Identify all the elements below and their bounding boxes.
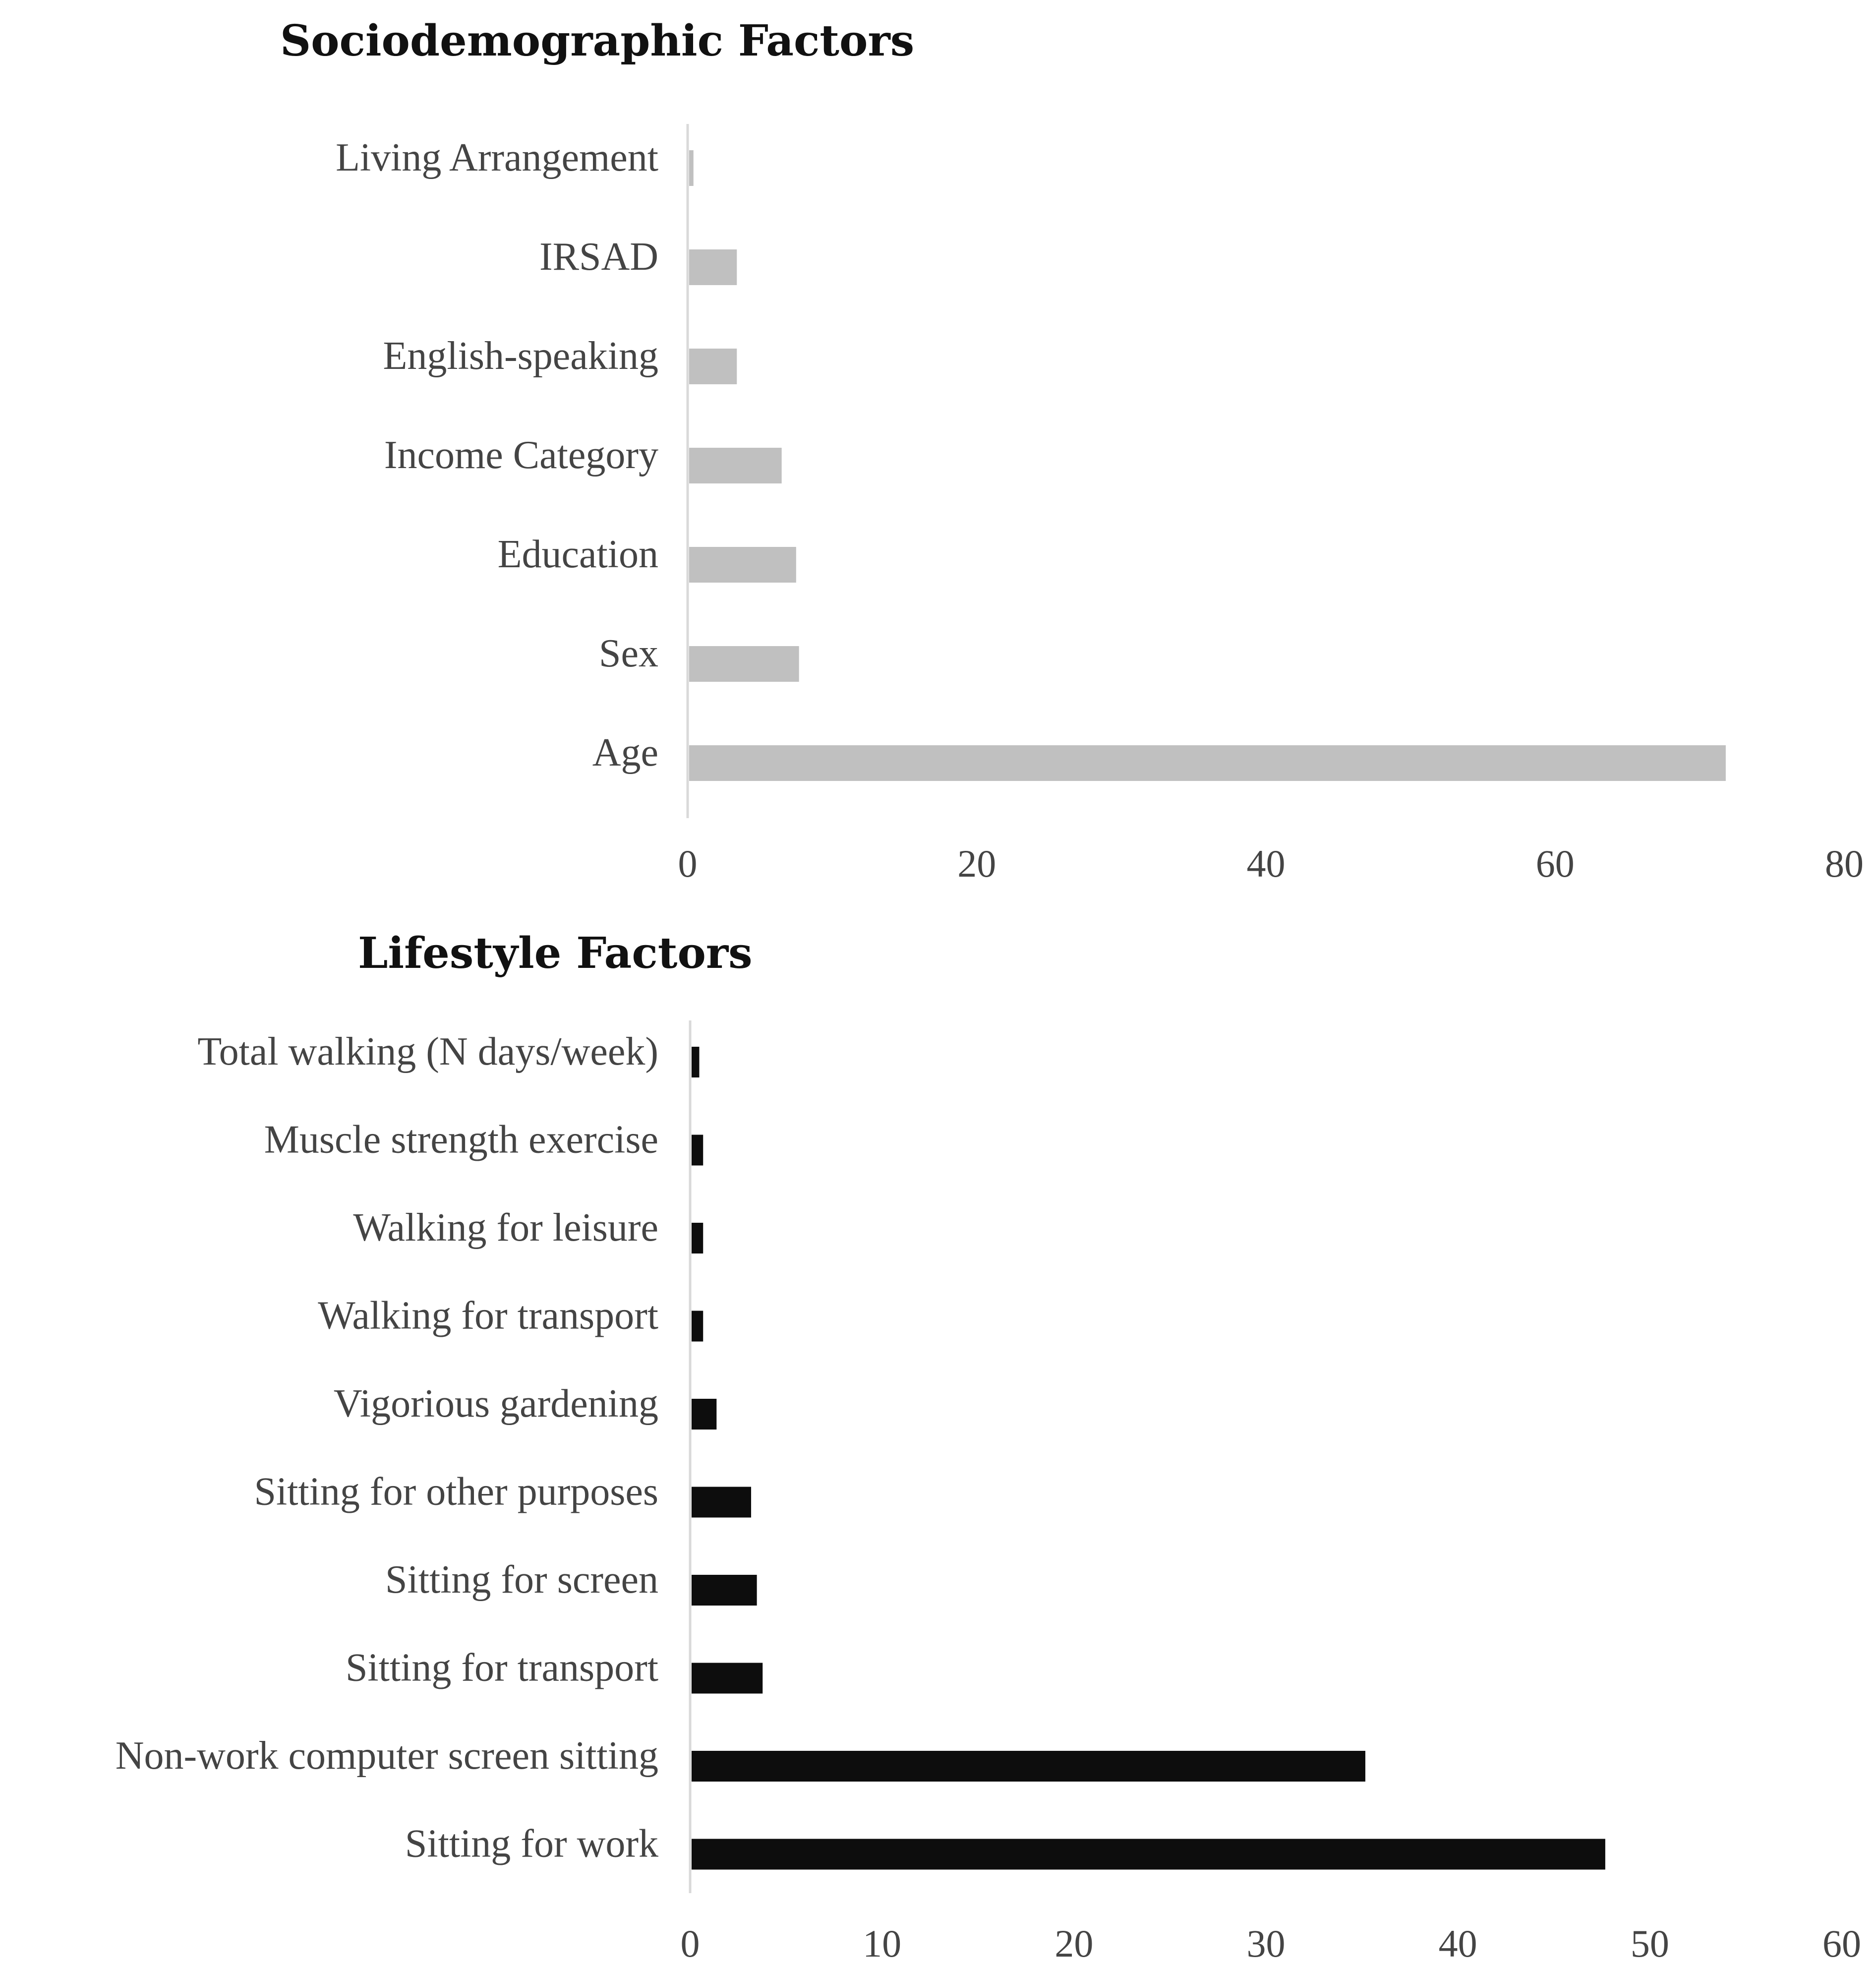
sociodemographic-chart: Sociodemographic Factors Living Arrangem… <box>280 16 1864 885</box>
sociodemographic-bar-2 <box>689 249 737 285</box>
lifestyle-bar-9 <box>692 1751 1365 1782</box>
sociodemographic-category-label-4: Income Category <box>384 433 658 477</box>
lifestyle-category-label-2: Muscle strength exercise <box>264 1118 658 1162</box>
sociodemographic-category-label-5: Education <box>498 533 658 576</box>
lifestyle-category-label-1: Total walking (N days/week) <box>197 1030 658 1074</box>
lifestyle-x-tick-4: 30 <box>1247 1922 1286 1965</box>
sociodemographic-bar-1 <box>689 150 694 186</box>
sociodemographic-category-label-1: Living Arrangement <box>336 136 658 179</box>
lifestyle-x-tick-6: 50 <box>1631 1922 1669 1965</box>
lifestyle-chart-title: Lifestyle Factors <box>358 928 753 978</box>
lifestyle-x-tick-7: 60 <box>1822 1922 1861 1965</box>
lifestyle-x-tick-1: 0 <box>681 1922 700 1965</box>
sociodemographic-x-tick-4: 60 <box>1536 842 1575 885</box>
lifestyle-category-label-6: Sitting for other purposes <box>254 1470 658 1514</box>
lifestyle-category-label-10: Sitting for work <box>405 1822 658 1866</box>
lifestyle-bar-3 <box>692 1223 704 1253</box>
sociodemographic-bar-3 <box>689 349 737 384</box>
sociodemographic-category-label-7: Age <box>592 731 658 775</box>
lifestyle-x-tick-labels: 0 10 20 30 40 50 60 <box>681 1922 1862 1965</box>
lifestyle-bars <box>692 1047 1605 1870</box>
sociodemographic-bar-7 <box>689 745 1726 781</box>
lifestyle-category-label-4: Walking for transport <box>318 1294 658 1338</box>
sociodemographic-bar-4 <box>689 448 782 483</box>
sociodemographic-x-tick-3: 40 <box>1247 842 1286 885</box>
lifestyle-bar-5 <box>692 1399 717 1430</box>
lifestyle-category-label-5: Vigorious gardening <box>334 1382 658 1426</box>
lifestyle-category-label-7: Sitting for screen <box>385 1558 658 1602</box>
lifestyle-bar-8 <box>692 1663 763 1694</box>
sociodemographic-category-label-6: Sex <box>599 632 658 675</box>
sociodemographic-x-tick-labels: 0 20 40 60 80 <box>678 842 1864 885</box>
lifestyle-chart: Lifestyle Factors Total walking (N days/… <box>116 928 1861 1965</box>
lifestyle-bar-6 <box>692 1487 752 1518</box>
sociodemographic-category-label-3: English-speaking <box>383 334 658 378</box>
lifestyle-category-label-3: Walking for leisure <box>353 1206 658 1250</box>
sociodemographic-x-tick-1: 0 <box>678 842 698 885</box>
lifestyle-bar-7 <box>692 1575 757 1606</box>
lifestyle-category-labels: Total walking (N days/week) Muscle streng… <box>116 1030 658 1866</box>
sociodemographic-x-tick-5: 80 <box>1825 842 1864 885</box>
lifestyle-bar-2 <box>692 1134 704 1166</box>
lifestyle-x-tick-2: 10 <box>863 1922 901 1965</box>
sociodemographic-x-tick-2: 20 <box>957 842 996 885</box>
lifestyle-x-tick-3: 20 <box>1055 1922 1093 1965</box>
sociodemographic-bar-5 <box>689 547 796 583</box>
lifestyle-bar-4 <box>692 1311 704 1342</box>
sociodemographic-category-labels: Living Arrangement IRSAD English-speaking I… <box>336 136 658 775</box>
lifestyle-category-label-9: Non-work computer screen sitting <box>116 1734 658 1778</box>
sociodemographic-bar-6 <box>689 646 799 682</box>
lifestyle-category-label-8: Sitting for transport <box>346 1646 658 1690</box>
sociodemographic-category-label-2: IRSAD <box>539 235 658 279</box>
sociodemographic-chart-title: Sociodemographic Factors <box>280 16 914 66</box>
lifestyle-bar-1 <box>692 1047 700 1077</box>
lifestyle-bar-10 <box>692 1839 1605 1870</box>
sociodemographic-bars <box>689 150 1726 781</box>
lifestyle-x-tick-5: 40 <box>1439 1922 1477 1965</box>
